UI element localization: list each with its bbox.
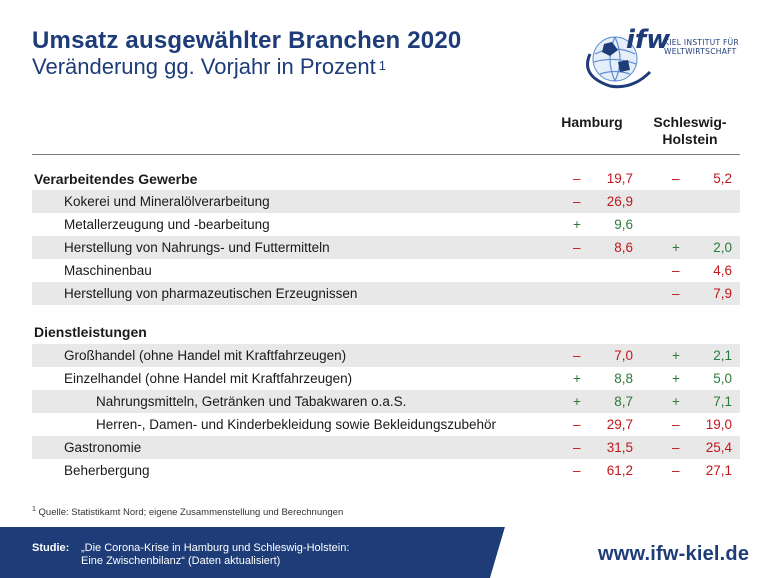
logo-line-2: WELTWIRTSCHAFT [664,47,737,56]
value-number: 5,2 [713,171,732,186]
ifw-logo: ifw KIEL INSTITUT FÜR WELTWIRTSCHAFT [560,14,760,94]
row-label: Maschinenbau [64,263,152,278]
value-sign: + [573,371,581,386]
subtitle-text: Veränderung gg. Vorjahr in Prozent [32,54,376,79]
value-sign: – [672,286,680,301]
study-line-2: Eine Zwischenbilanz“ (Daten aktualisiert… [81,555,281,567]
table-row: Maschinenbau – 4,6 [32,259,740,282]
table-row: Großhandel (ohne Handel mit Kraftfahrzeu… [32,344,740,367]
value-sign: – [573,194,581,209]
value-sign: – [573,171,581,186]
value-number: 2,1 [713,348,732,363]
subtitle-footnote-mark: 1 [378,58,386,73]
value-number: 7,9 [713,286,732,301]
value-number: 8,7 [614,394,633,409]
footnote-text: Quelle: Statistikamt Nord; eigene Zusamm… [38,507,344,519]
value-number: 19,7 [606,171,633,186]
row-label: Kokerei und Mineralölverarbeitung [64,194,270,209]
section-label: Verarbeitendes Gewerbe [34,171,198,187]
value-number: 7,0 [614,348,633,363]
table-row: Nahrungsmitteln, Getränken und Tabakware… [32,390,740,413]
table-row: Herstellung von Nahrungs- und Futtermitt… [32,236,740,259]
value-number: 9,6 [614,217,633,232]
column-header-line-1: Schleswig- [653,114,727,130]
value-number: 25,4 [705,440,732,455]
footnote-mark: 1 [32,506,36,513]
value-sign: + [672,394,680,409]
value-sign: – [672,440,680,455]
column-header-line-2: Holstein [662,131,718,147]
section-header-row: Verarbeitendes Gewerbe – 19,7 – 5,2 [32,167,740,190]
value-number: 8,6 [614,240,633,255]
table-row: Herren-, Damen- und Kinderbekleidung sow… [32,413,740,436]
footer-background [0,527,770,578]
row-label: Beherbergung [64,463,150,478]
column-header-hamburg: Hamburg [561,114,623,130]
study-label: Studie: [32,542,70,554]
section-label: Dienstleistungen [34,324,147,340]
table-row: Kokerei und Mineralölverarbeitung – 26,9 [32,190,740,213]
value-number: 27,1 [705,463,732,478]
logo-wordmark: ifw [626,25,671,55]
value-sign: + [672,240,680,255]
row-label: Gastronomie [64,440,142,455]
globe-icon: ifw [586,25,671,89]
value-number: 8,8 [614,371,633,386]
value-number: 4,6 [713,263,732,278]
value-sign: + [672,371,680,386]
study-line-1: „Die Corona-Krise in Hamburg und Schlesw… [81,542,350,554]
table-row: Beherbergung – 61,2 – 27,1 [32,459,740,482]
value-sign: – [573,240,581,255]
study-title: „Die Corona-Krise in Hamburg und Schlesw… [81,542,349,568]
value-sign: – [573,440,581,455]
value-sign: – [573,348,581,363]
header-divider [32,154,740,155]
table-row: Metallerzeugung und -bearbeitung +9,6 [32,213,740,236]
column-header-schleswig-holstein: Schleswig- Holstein [648,114,732,148]
row-label: Metallerzeugung und -bearbeitung [64,217,270,232]
row-label: Herstellung von Nahrungs- und Futtermitt… [64,240,330,255]
value-sign: – [672,463,680,478]
footnote: 1 Quelle: Statistikamt Nord; eigene Zusa… [32,506,343,518]
logo-text: KIEL INSTITUT FÜR WELTWIRTSCHAFT [664,38,739,56]
value-sign: + [573,217,581,232]
value-number: 5,0 [713,371,732,386]
row-label: Herstellung von pharmazeutischen Erzeugn… [64,286,358,301]
value-number: 26,9 [606,194,633,209]
value-number: 29,7 [606,417,633,432]
page-title: Umsatz ausgewählter Branchen 2020 [32,27,462,54]
value-number: 19,0 [705,417,732,432]
page-subtitle: Veränderung gg. Vorjahr in Prozent 1 [32,54,386,80]
value-sign: – [573,417,581,432]
row-label: Einzelhandel (ohne Handel mit Kraftfahrz… [64,371,353,386]
value-number: 31,5 [606,440,633,455]
value-sign: – [672,417,680,432]
row-label: Nahrungsmitteln, Getränken und Tabakware… [96,394,407,409]
section-header-row: Dienstleistungen [32,320,740,343]
row-label: Herren-, Damen- und Kinderbekleidung sow… [96,417,496,432]
footer-band: Studie: „Die Corona-Krise in Hamburg und… [0,527,770,578]
row-label: Großhandel (ohne Handel mit Kraftfahrzeu… [64,348,347,363]
value-number: 2,0 [713,240,732,255]
value-sign: + [573,394,581,409]
table-row: Einzelhandel (ohne Handel mit Kraftfahrz… [32,367,740,390]
website-link[interactable]: www.ifw-kiel.de [598,543,750,565]
value-number: 61,2 [606,463,633,478]
value-sign: – [573,463,581,478]
table-row: Herstellung von pharmazeutischen Erzeugn… [32,282,740,305]
value-sign: – [672,263,680,278]
logo-line-1: KIEL INSTITUT FÜR [664,38,739,47]
value-sign: + [672,348,680,363]
value-sign: – [672,171,680,186]
value-number: 7,1 [713,394,732,409]
table-row: Gastronomie – 31,5 – 25,4 [32,436,740,459]
